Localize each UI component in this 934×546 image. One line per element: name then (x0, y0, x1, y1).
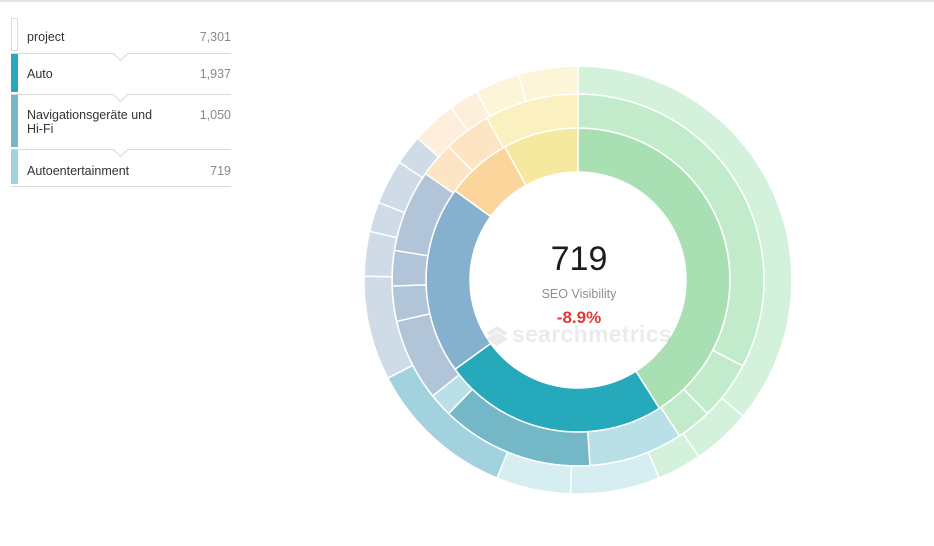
sunburst-segment-ring2-blue-8[interactable] (391, 249, 429, 287)
top-divider (0, 0, 934, 2)
breadcrumb-value: 1,937 (199, 67, 231, 81)
sunburst-segment-ring3-yellow-14[interactable] (517, 65, 579, 103)
watermark-text: searchmetrics (512, 320, 672, 347)
breadcrumb-label: project (27, 30, 65, 44)
searchmetrics-logo-icon (486, 326, 508, 346)
breadcrumb-item-navigationsgeraete[interactable]: Navigationsgeräte und Hi-Fi 1,050 (11, 95, 231, 158)
breadcrumb-color-bar (11, 150, 18, 184)
breadcrumb-color-bar (11, 95, 18, 147)
breadcrumb-value: 7,301 (199, 30, 231, 44)
center-label: SEO Visibility (541, 287, 617, 301)
center-change: -8.9% (556, 308, 602, 327)
breadcrumb-label: Autoentertainment (27, 164, 130, 178)
center-value: 719 (550, 240, 608, 278)
breadcrumb: project 7,301 Auto 1,937 Navigationsgerä… (11, 18, 231, 187)
breadcrumb-value: 719 (210, 164, 231, 178)
breadcrumb-label: Navigationsgeräte und Hi-Fi (27, 108, 153, 136)
breadcrumb-color-bar (11, 18, 18, 51)
breadcrumb-item-auto[interactable]: Auto 1,937 (11, 54, 231, 103)
breadcrumb-label: Auto (27, 67, 53, 81)
sunburst-segment-ring3-blue-7[interactable] (363, 230, 398, 278)
breadcrumb-value: 1,050 (199, 108, 231, 122)
breadcrumb-color-bar (11, 54, 18, 92)
breadcrumb-item-project[interactable]: project 7,301 (11, 18, 231, 62)
breadcrumb-item-autoentertainment[interactable]: Autoentertainment 719 (11, 150, 231, 187)
watermark: searchmetrics (482, 319, 672, 349)
